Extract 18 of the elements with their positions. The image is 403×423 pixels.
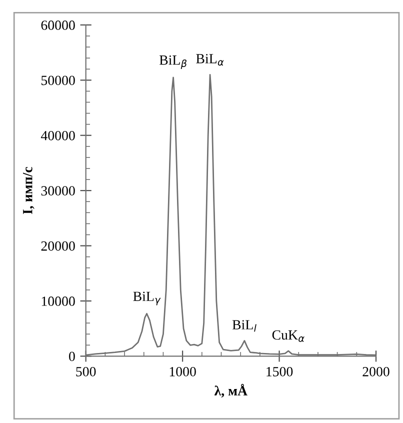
y-axis-title: I, имп/с [23, 166, 34, 214]
annotation: BiL$_{γ}$ [133, 292, 161, 306]
y-tick-label: 30000 [41, 186, 75, 196]
x-tick-label: 2000 [362, 366, 390, 376]
x-tick-label: 1000 [170, 366, 196, 376]
x-axis-title: λ, мÅ [214, 384, 248, 398]
y-tick-label: 50000 [42, 76, 75, 86]
annotation: BiL$_{α}$ [196, 54, 224, 66]
y-tick-label: 0 [69, 352, 75, 362]
annotation: CuK$_{α}$ [272, 330, 304, 342]
y-tick-label: 20000 [41, 241, 75, 251]
annotation: BiL$_{l}$ [232, 320, 256, 332]
y-tick-label: 40000 [40, 130, 75, 140]
y-tick-label: 10000 [42, 296, 75, 306]
annotation: BiL$_{β}$ [160, 55, 186, 69]
y-tick-label: 60000 [41, 20, 75, 30]
x-tick-label: 1500 [266, 366, 293, 376]
x-tick-label: 500 [76, 366, 96, 376]
